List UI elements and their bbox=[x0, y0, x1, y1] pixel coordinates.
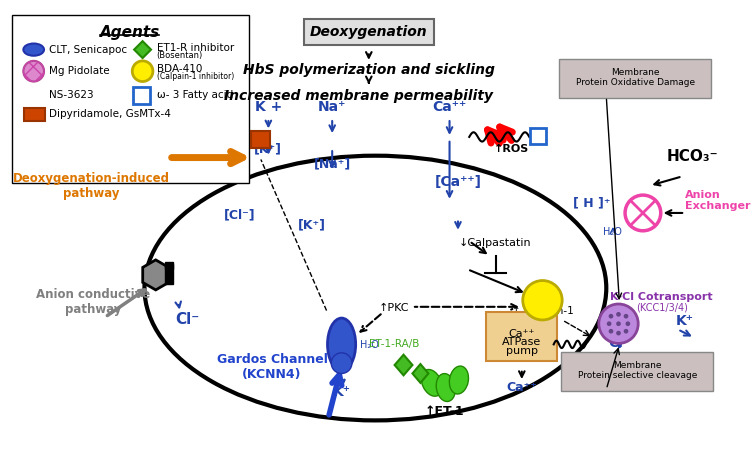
Polygon shape bbox=[395, 355, 412, 375]
Polygon shape bbox=[25, 84, 42, 105]
Text: ↑PKC: ↑PKC bbox=[379, 303, 409, 313]
Circle shape bbox=[609, 329, 613, 334]
Text: [K⁺]: [K⁺] bbox=[254, 143, 282, 156]
Text: HbS polymerization and sickling: HbS polymerization and sickling bbox=[243, 63, 495, 77]
Text: Cl⁻: Cl⁻ bbox=[175, 312, 200, 327]
FancyBboxPatch shape bbox=[559, 59, 711, 98]
Polygon shape bbox=[134, 41, 151, 58]
Text: HCO₃⁻: HCO₃⁻ bbox=[667, 149, 719, 164]
Circle shape bbox=[599, 304, 638, 344]
Circle shape bbox=[624, 329, 628, 334]
Text: K⁺: K⁺ bbox=[333, 385, 350, 399]
Circle shape bbox=[522, 281, 562, 320]
Ellipse shape bbox=[144, 156, 606, 420]
Text: BDA-410: BDA-410 bbox=[156, 64, 202, 74]
Text: Agents: Agents bbox=[100, 25, 161, 40]
Ellipse shape bbox=[328, 318, 356, 371]
Text: Ca⁺⁺: Ca⁺⁺ bbox=[507, 381, 538, 394]
Ellipse shape bbox=[331, 353, 352, 374]
Bar bbox=[133, 87, 150, 104]
Bar bbox=[530, 128, 546, 144]
Ellipse shape bbox=[449, 366, 469, 394]
FancyBboxPatch shape bbox=[486, 313, 557, 361]
Text: Deoxygenation: Deoxygenation bbox=[310, 25, 427, 39]
Text: ATPase: ATPase bbox=[502, 337, 541, 347]
FancyBboxPatch shape bbox=[12, 15, 248, 183]
Text: (Bosentan): (Bosentan) bbox=[156, 51, 203, 60]
Text: Anion
Exchanger: Anion Exchanger bbox=[685, 190, 750, 211]
Circle shape bbox=[624, 314, 628, 318]
Text: Ca⁺⁺: Ca⁺⁺ bbox=[433, 100, 467, 114]
Ellipse shape bbox=[421, 369, 442, 396]
Circle shape bbox=[625, 195, 661, 231]
Text: NS-3623: NS-3623 bbox=[49, 90, 94, 100]
Text: Ca⁺⁺: Ca⁺⁺ bbox=[509, 329, 535, 339]
Text: K⁺: K⁺ bbox=[676, 313, 694, 328]
Text: Na⁺: Na⁺ bbox=[318, 100, 347, 114]
Text: H₂O: H₂O bbox=[360, 340, 379, 350]
FancyBboxPatch shape bbox=[561, 352, 713, 391]
FancyBboxPatch shape bbox=[304, 19, 433, 45]
Text: Deoxygenation-induced
pathway: Deoxygenation-induced pathway bbox=[12, 172, 169, 200]
Text: [ H ]⁺: [ H ]⁺ bbox=[572, 197, 610, 209]
Bar bbox=[251, 131, 270, 148]
Circle shape bbox=[626, 321, 630, 326]
Circle shape bbox=[132, 61, 153, 81]
Text: ET1-R inhibitor: ET1-R inhibitor bbox=[156, 43, 234, 53]
Text: Cl⁻: Cl⁻ bbox=[609, 336, 630, 350]
Text: [Ca⁺⁺]: [Ca⁺⁺] bbox=[434, 175, 482, 189]
Text: ↑ET-1: ↑ET-1 bbox=[425, 405, 464, 418]
Text: ω- 3 Fatty acid: ω- 3 Fatty acid bbox=[156, 90, 233, 100]
Circle shape bbox=[616, 321, 621, 326]
Text: ↑ROS: ↑ROS bbox=[494, 144, 529, 154]
Text: pump: pump bbox=[506, 346, 538, 356]
Ellipse shape bbox=[436, 374, 455, 401]
Circle shape bbox=[607, 321, 612, 326]
Ellipse shape bbox=[23, 44, 44, 56]
Text: K-Cl Cotransport: K-Cl Cotransport bbox=[610, 292, 713, 302]
Text: ↑ Calpain-1: ↑ Calpain-1 bbox=[512, 306, 573, 316]
Circle shape bbox=[23, 61, 44, 81]
Polygon shape bbox=[143, 260, 168, 290]
Text: Membrane
Protein Oxidative Damage: Membrane Protein Oxidative Damage bbox=[576, 68, 695, 87]
Bar bbox=[24, 108, 45, 121]
Text: [K⁺]: [K⁺] bbox=[297, 218, 325, 231]
Text: ET-1-RA/B: ET-1-RA/B bbox=[369, 339, 419, 349]
Text: Membrane
Protein selective cleavage: Membrane Protein selective cleavage bbox=[578, 361, 697, 380]
Text: Anion conductive
pathway: Anion conductive pathway bbox=[35, 288, 150, 316]
Text: Mg Pidolate: Mg Pidolate bbox=[49, 66, 109, 76]
Text: H₂O: H₂O bbox=[603, 228, 622, 238]
Text: ↓Calpastatin: ↓Calpastatin bbox=[459, 238, 532, 248]
Text: (KCC1/3/4): (KCC1/3/4) bbox=[636, 303, 688, 313]
Bar bbox=[165, 263, 173, 269]
Circle shape bbox=[609, 314, 613, 318]
Circle shape bbox=[616, 331, 621, 335]
Bar bbox=[165, 262, 173, 284]
Text: Gardos Channel
(KCNN4): Gardos Channel (KCNN4) bbox=[217, 353, 328, 381]
Text: Increased membrane permeability: Increased membrane permeability bbox=[224, 89, 493, 103]
Text: (Calpain-1 inhibitor): (Calpain-1 inhibitor) bbox=[156, 72, 234, 81]
Text: K +: K + bbox=[254, 100, 282, 114]
Circle shape bbox=[616, 312, 621, 317]
Text: CLT, Senicapoc: CLT, Senicapoc bbox=[49, 45, 127, 55]
Text: Dipyridamole, GsMTx-4: Dipyridamole, GsMTx-4 bbox=[49, 109, 171, 119]
Text: [Na⁺]: [Na⁺] bbox=[313, 157, 351, 170]
Text: [Cl⁻]: [Cl⁻] bbox=[223, 208, 255, 222]
Polygon shape bbox=[412, 364, 428, 383]
